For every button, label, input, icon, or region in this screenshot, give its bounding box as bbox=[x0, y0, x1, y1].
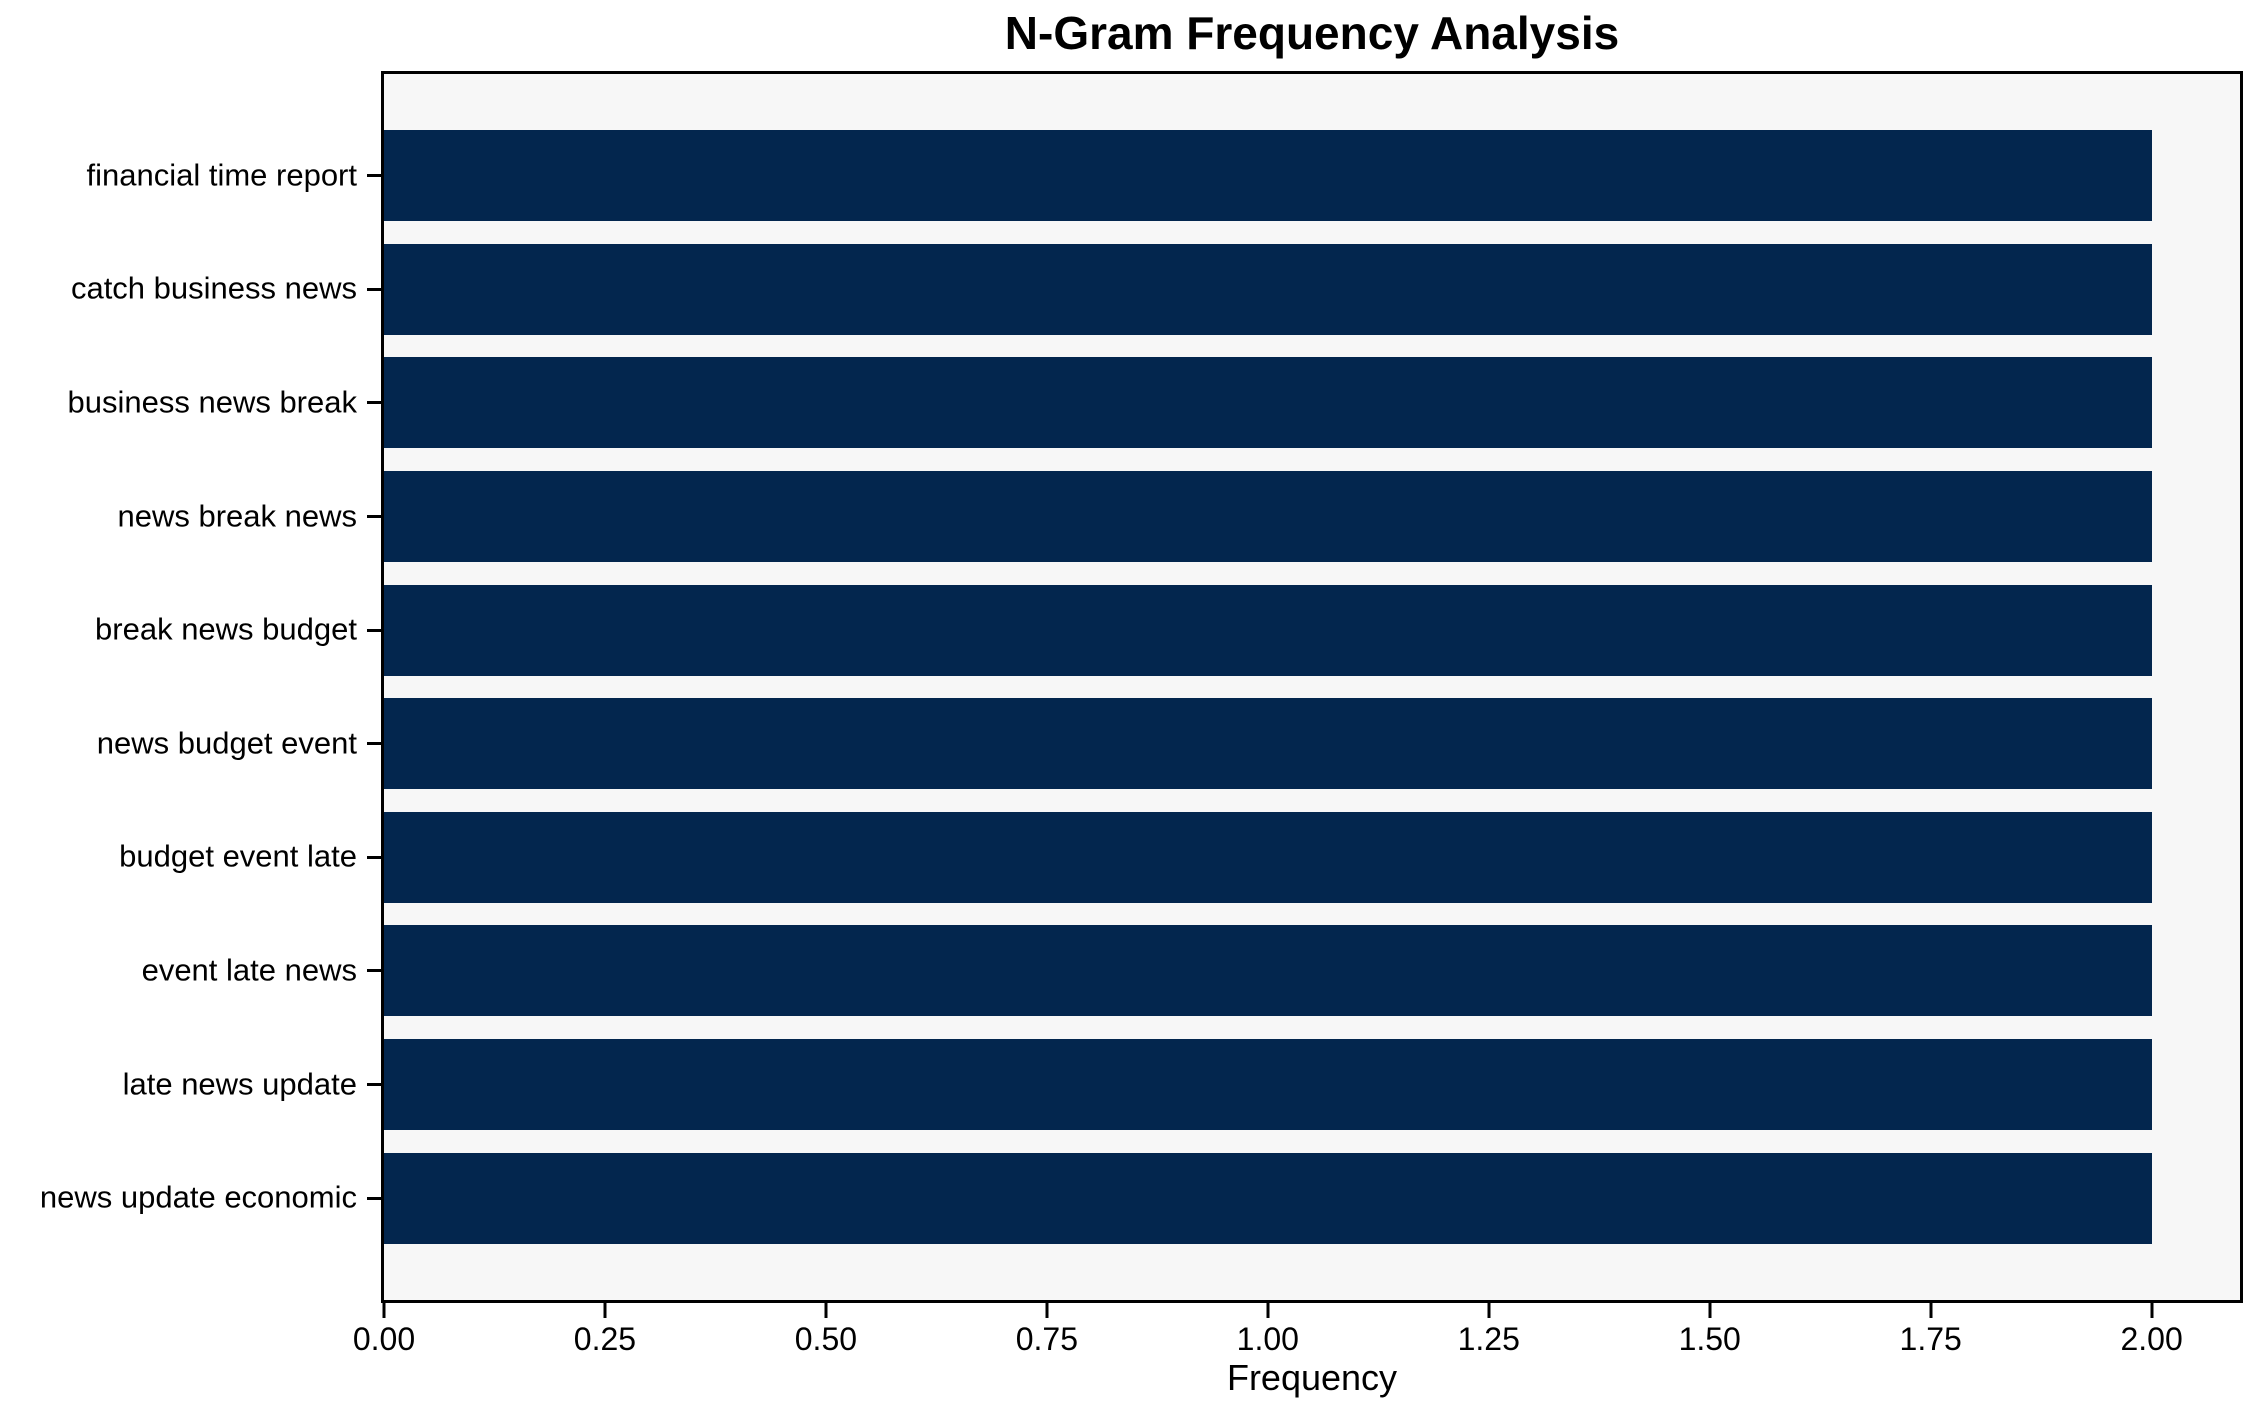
bar bbox=[384, 471, 2152, 563]
x-tick-mark bbox=[1045, 1303, 1049, 1318]
bar-row: budget event late bbox=[119, 801, 2240, 915]
x-tick-mark bbox=[824, 1303, 828, 1318]
y-tick-label: catch business news bbox=[70, 270, 357, 306]
y-tick-mark bbox=[367, 628, 381, 632]
y-tick-mark bbox=[367, 287, 381, 291]
plot-area: financial time report catch business news… bbox=[40, 71, 2243, 1398]
y-tick-mark bbox=[367, 401, 381, 405]
x-tick-mark bbox=[1487, 1303, 1491, 1318]
x-tick-label: 1.25 bbox=[1457, 1321, 1520, 1357]
y-tick-label: news budget event bbox=[96, 725, 357, 761]
y-tick-label: event late news bbox=[141, 952, 357, 988]
x-tick-mark bbox=[1708, 1303, 1712, 1318]
bar bbox=[384, 811, 2152, 903]
bar bbox=[384, 698, 2152, 790]
bar-row: financial time report bbox=[86, 119, 2240, 233]
bars-area: financial time report catch business news… bbox=[40, 74, 2240, 1300]
x-tick-mark bbox=[1929, 1303, 1933, 1318]
bar-row: news budget event bbox=[97, 687, 2240, 801]
y-tick-label: break news budget bbox=[95, 611, 357, 647]
y-tick-label: financial time report bbox=[86, 157, 357, 193]
bar-row: news update economic bbox=[40, 1141, 2240, 1255]
bar bbox=[384, 584, 2152, 676]
bar-row: late news update bbox=[123, 1028, 2240, 1142]
bar bbox=[384, 1152, 2152, 1244]
y-tick-label: business news break bbox=[67, 384, 358, 420]
x-tick-mark bbox=[382, 1303, 386, 1318]
y-tick-label: late news update bbox=[122, 1065, 357, 1101]
x-tick-label: 0.75 bbox=[1015, 1321, 1078, 1357]
x-tick-label: 0.50 bbox=[794, 1321, 858, 1357]
x-tick-mark bbox=[2150, 1303, 2154, 1318]
y-tick-mark bbox=[367, 1196, 381, 1200]
y-tick-label: budget event late bbox=[119, 838, 357, 874]
y-tick-label: news break news bbox=[117, 497, 357, 533]
y-tick-mark bbox=[367, 174, 381, 178]
x-tick-mark bbox=[603, 1303, 607, 1318]
y-tick-label: news update economic bbox=[39, 1179, 357, 1215]
y-tick-mark bbox=[367, 1083, 381, 1087]
bar bbox=[384, 130, 2152, 222]
bar-row: business news break bbox=[68, 346, 2240, 460]
bar bbox=[384, 1039, 2152, 1131]
x-tick-label: 1.00 bbox=[1236, 1321, 1299, 1357]
chart-title: N-Gram Frequency Analysis bbox=[1004, 7, 1620, 59]
y-tick-mark bbox=[367, 855, 381, 859]
y-tick-mark bbox=[367, 515, 381, 519]
bar-row: news break news bbox=[117, 460, 2240, 574]
x-tick-mark bbox=[1266, 1303, 1270, 1318]
bar bbox=[384, 357, 2152, 449]
y-tick-mark bbox=[367, 969, 381, 973]
bar-row: event late news bbox=[142, 914, 2240, 1028]
bar-row: break news budget bbox=[95, 573, 2240, 687]
y-tick-mark bbox=[367, 742, 381, 746]
x-tick-label: 0.00 bbox=[352, 1321, 416, 1357]
x-axis-label: Frequency bbox=[1226, 1357, 1398, 1398]
x-tick-label: 0.25 bbox=[573, 1321, 637, 1357]
x-tick-label: 2.00 bbox=[2120, 1321, 2183, 1357]
x-tick-label: 1.75 bbox=[1899, 1321, 1962, 1357]
bar bbox=[384, 243, 2152, 335]
x-tick-label: 1.50 bbox=[1678, 1321, 1741, 1357]
bar-row: catch business news bbox=[71, 233, 2240, 347]
bar bbox=[384, 925, 2152, 1017]
